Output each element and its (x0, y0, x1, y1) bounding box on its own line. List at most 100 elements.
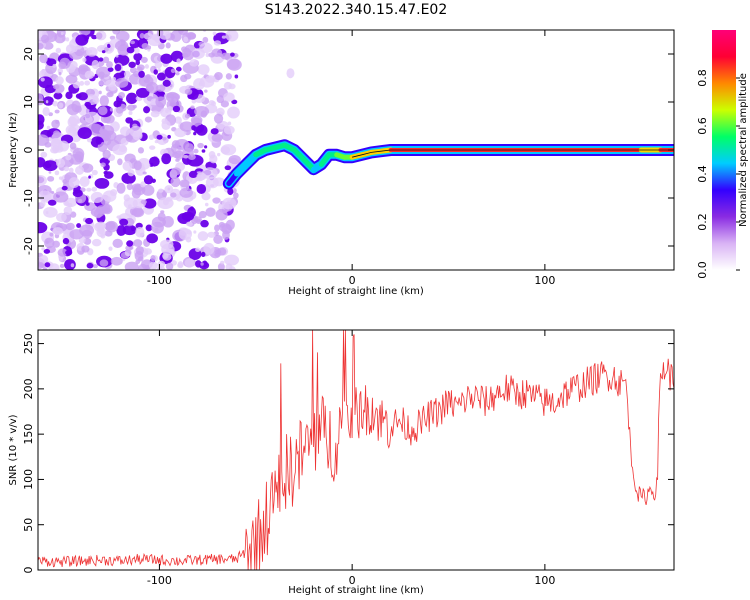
colorbar-tick-label: 0.6 (696, 117, 709, 135)
noise-blob (133, 52, 143, 62)
noise-blob (85, 217, 94, 225)
noise-blob (114, 63, 122, 72)
noise-blob (91, 186, 98, 192)
noise-blob (187, 153, 196, 160)
noise-blob (42, 267, 48, 270)
noise-blob (95, 137, 102, 145)
noise-blob (65, 37, 70, 42)
snr-y-tick-label: 250 (22, 333, 35, 354)
noise-blob (174, 69, 178, 74)
noise-blob (59, 57, 71, 69)
noise-blob (211, 48, 223, 58)
spectrogram-y-tick-label: -20 (22, 237, 35, 255)
noise-blob (217, 262, 225, 270)
noise-blob (99, 95, 109, 107)
noise-blob (100, 162, 106, 168)
noise-blob (52, 100, 58, 107)
noise-blob (197, 231, 209, 241)
noise-blob (87, 74, 93, 78)
spectrogram-y-label: Frequency (Hz) (8, 112, 19, 188)
noise-blob (38, 76, 53, 89)
noise-blob (210, 128, 219, 135)
snr-y-tick-label: 200 (22, 378, 35, 399)
noise-blob (77, 127, 92, 139)
noise-blob (117, 158, 123, 166)
noise-blob (230, 52, 235, 57)
noise-blob (221, 35, 227, 39)
noise-blob (197, 64, 210, 75)
noise-blob (52, 227, 64, 236)
noise-blob (100, 46, 105, 50)
noise-blob (39, 53, 48, 64)
spectrogram-y-tick-label: 0 (22, 147, 35, 154)
noise-blob (201, 260, 208, 268)
noise-blob (123, 197, 138, 210)
noise-blob (143, 248, 152, 255)
noise-blob (170, 192, 177, 198)
colorbar: 0.0 0.2 0.4 0.6 0.8 Normalized spectral ampl… (696, 30, 749, 279)
noise-blob (182, 50, 194, 61)
noise-blob (39, 255, 49, 264)
noise-blob (145, 84, 155, 92)
noise-blob (88, 175, 91, 179)
noise-blob (87, 49, 93, 54)
noise-blob (98, 224, 105, 230)
noise-blob (42, 160, 58, 172)
noise-blob (184, 88, 193, 95)
noise-blob (211, 133, 223, 142)
noise-blob (141, 43, 149, 50)
noise-blob (75, 34, 89, 46)
noise-blob (43, 249, 51, 254)
noise-blob (56, 212, 67, 223)
noise-blob (102, 56, 110, 64)
noise-blob (106, 91, 114, 98)
noise-blob (70, 211, 77, 218)
noise-blob (54, 109, 60, 114)
noise-blob (99, 259, 109, 267)
noise-blob (204, 202, 209, 207)
noise-blob (65, 74, 78, 84)
noise-blob (220, 260, 225, 265)
noise-blob (53, 92, 63, 100)
noise-blob (47, 175, 55, 182)
noise-blob (126, 240, 134, 247)
noise-blob (201, 192, 211, 201)
noise-blob (92, 264, 98, 269)
noise-blob (228, 266, 236, 270)
snr-y-tick-label: 100 (22, 469, 35, 490)
noise-blob (61, 185, 68, 191)
noise-blob (128, 61, 136, 68)
noise-blob (179, 179, 190, 188)
noise-blob (220, 52, 231, 60)
noise-blob (119, 218, 129, 226)
noise-blob (165, 262, 174, 270)
noise-blob (204, 145, 208, 149)
noise-blob (98, 80, 105, 87)
noise-blob (144, 116, 153, 123)
noise-blob (137, 64, 145, 71)
noise-blob (54, 170, 60, 176)
noise-blob (70, 263, 75, 268)
noise-blob (155, 84, 166, 92)
noise-blob (38, 262, 44, 268)
noise-blob (68, 114, 80, 126)
noise-blob (162, 198, 169, 206)
noise-blob (201, 149, 206, 153)
noise-blob (95, 66, 111, 78)
noise-blob (174, 150, 184, 160)
spectrogram-y-tick-label: 10 (22, 95, 35, 109)
noise-blob (49, 232, 54, 237)
noise-blob (198, 81, 203, 87)
noise-blob (133, 160, 142, 171)
noise-blob (58, 176, 63, 180)
noise-blob (45, 100, 49, 104)
snr-x-tick-label: 0 (349, 574, 356, 587)
noise-blob (213, 234, 223, 244)
noise-blob (115, 106, 124, 114)
noise-blob (101, 50, 106, 54)
noise-blob (212, 31, 217, 36)
noise-blob (91, 34, 98, 40)
noise-blob (69, 142, 77, 150)
noise-blob (139, 33, 145, 39)
